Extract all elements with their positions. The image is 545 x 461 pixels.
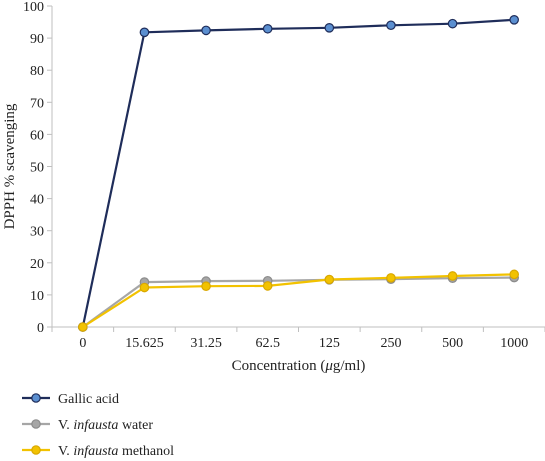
legend-swatch-marker (31, 419, 41, 429)
data-point-gallic-acid (139, 27, 150, 38)
x-tick-label: 500 (442, 336, 463, 351)
y-tick-label: 20 (30, 257, 44, 272)
chart-series (78, 15, 519, 332)
x-tick-label: 125 (319, 336, 340, 351)
data-point-v-infausta-methanol (509, 269, 519, 280)
y-tick-label: 10 (30, 289, 44, 304)
data-point-gallic-acid (262, 23, 273, 34)
data-point-gallic-acid (324, 23, 335, 33)
y-axis-title: DPPH % scavenging (2, 103, 18, 229)
x-tick-label: 62.5 (255, 336, 280, 351)
data-point-gallic-acid (386, 20, 396, 31)
legend-item-v-infausta-methanol: V. infausta methanol (22, 444, 174, 459)
x-tick-label: 1000 (500, 336, 528, 351)
data-point-gallic-acid (201, 25, 211, 36)
y-tick-label: 50 (30, 161, 44, 176)
x-axis-title: Concentration (μg/ml) (232, 358, 366, 374)
chart-legend: Gallic acid V. infausta water V. infausta … (22, 392, 174, 459)
data-point-v-infausta-methanol (447, 271, 458, 281)
x-tick-label: 0 (79, 336, 86, 351)
legend-swatch-marker (31, 393, 41, 403)
data-point-gallic-acid (509, 15, 519, 25)
legend-item-v-infausta-water: V. infausta water (22, 418, 153, 433)
legend-label: V. infausta methanol (58, 444, 174, 459)
x-tick-label: 31.25 (190, 336, 222, 351)
data-point-gallic-acid (447, 18, 458, 29)
x-tick-label: 250 (380, 336, 401, 351)
data-point-v-infausta-methanol (139, 282, 150, 293)
series-line-gallic-acid (81, 18, 515, 328)
series-line-v-infausta-water (82, 276, 515, 328)
y-tick-label: 80 (30, 64, 44, 79)
data-point-v-infausta-methanol (324, 274, 335, 285)
series-line-v-infausta-methanol (82, 273, 515, 328)
y-tick-label: 60 (30, 128, 44, 143)
y-tick-label: 90 (30, 32, 44, 47)
y-tick-label: 70 (30, 96, 44, 111)
legend-swatch-marker (31, 445, 41, 455)
data-point-v-infausta-methanol (386, 273, 396, 283)
data-point-v-infausta-methanol (201, 281, 211, 292)
y-tick-label: 0 (37, 321, 44, 336)
y-tick-label: 40 (30, 193, 44, 208)
series-v-infausta-methanol (78, 269, 519, 332)
legend-label: Gallic acid (58, 392, 119, 407)
legend-label: V. infausta water (58, 418, 153, 433)
y-tick-label: 30 (30, 225, 44, 240)
y-tick-label: 100 (23, 0, 44, 15)
legend-item-gallic-acid: Gallic acid (22, 392, 119, 407)
x-tick-label: 15.625 (125, 336, 164, 351)
data-point-v-infausta-methanol (262, 281, 273, 291)
data-point-v-infausta-methanol (78, 322, 88, 332)
